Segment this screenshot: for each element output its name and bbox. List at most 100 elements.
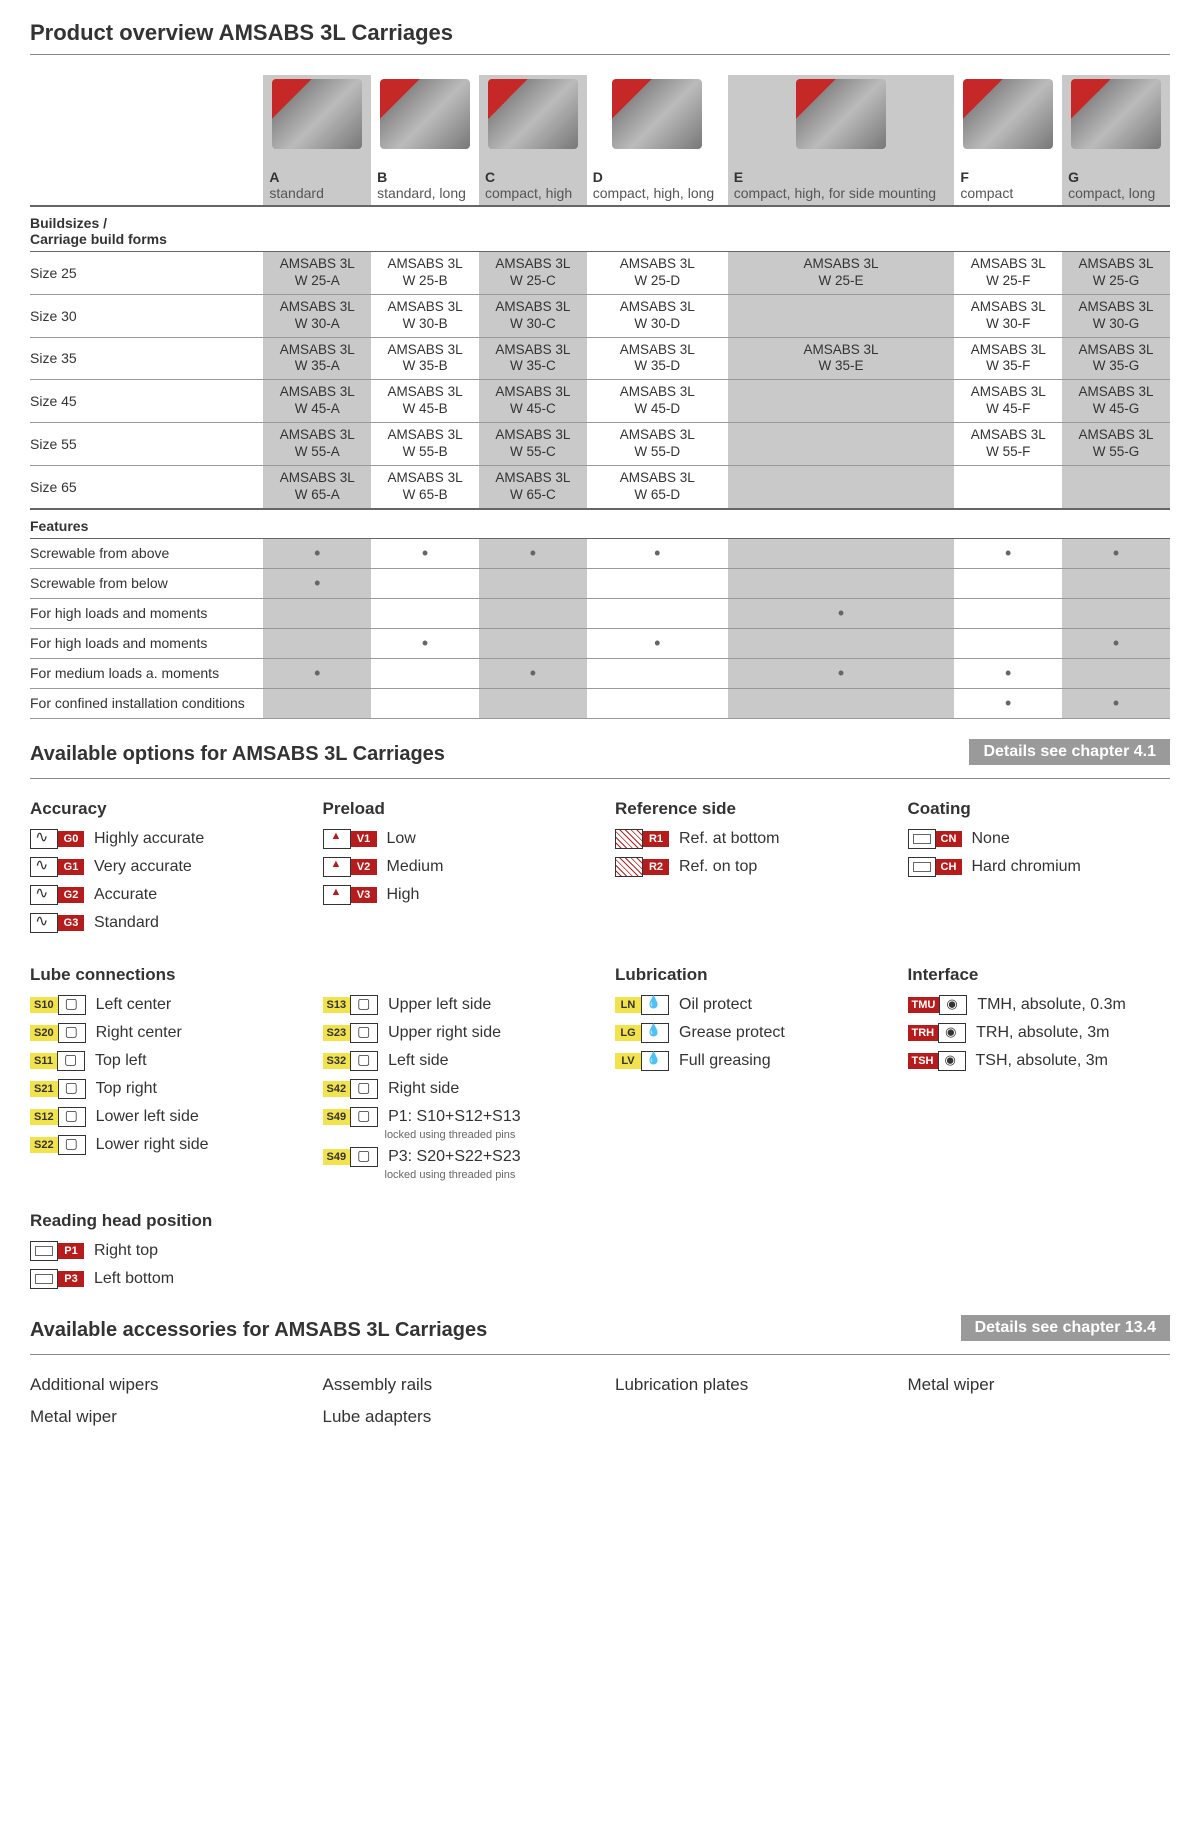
model-cell: AMSABS 3LW 45-C <box>479 380 587 423</box>
feature-dot <box>587 538 728 568</box>
feature-dot <box>728 568 955 598</box>
model-cell: AMSABS 3LW 35-C <box>479 337 587 380</box>
option-item: LNOil protect <box>615 995 878 1015</box>
tri-icon <box>323 857 351 877</box>
carriage-image-E <box>728 75 955 165</box>
feature-label: For confined installation conditions <box>30 688 263 718</box>
feature-dot <box>371 658 479 688</box>
accessory-item: Lube adapters <box>323 1407 586 1427</box>
option-group: Lube connectionsS10Left centerS20Right c… <box>30 965 293 1187</box>
model-cell: AMSABS 3LW 30-D <box>587 294 728 337</box>
model-cell: AMSABS 3LW 55-G <box>1062 423 1170 466</box>
lube-icon <box>350 995 378 1015</box>
option-group: InterfaceTMUTMH, absolute, 0.3mTRHTRH, a… <box>908 965 1171 1187</box>
option-item: S20Right center <box>30 1023 293 1043</box>
option-item: V2Medium <box>323 857 586 877</box>
model-cell: AMSABS 3LW 55-C <box>479 423 587 466</box>
model-cell: AMSABS 3LW 45-A <box>263 380 371 423</box>
model-cell: AMSABS 3LW 25-G <box>1062 252 1170 295</box>
reading-head-item: P1Right top <box>30 1241 290 1261</box>
option-badge: TRH <box>908 1025 939 1041</box>
feature-dot <box>371 568 479 598</box>
feature-dot <box>479 568 587 598</box>
option-group-title: Interface <box>908 965 1171 985</box>
model-cell: AMSABS 3LW 55-B <box>371 423 479 466</box>
model-cell: AMSABS 3LW 45-D <box>587 380 728 423</box>
option-group: PreloadV1LowV2MediumV3High <box>323 799 586 941</box>
option-badge: LG <box>615 1025 641 1041</box>
wave-icon <box>30 829 58 849</box>
feature-dot <box>728 538 955 568</box>
accessory-item: Lubrication plates <box>615 1375 878 1395</box>
option-group: Reference sideR1Ref. at bottomR2Ref. on … <box>615 799 878 941</box>
column-header-F: Fcompact <box>954 165 1062 206</box>
feature-label: For high loads and moments <box>30 628 263 658</box>
option-badge: V3 <box>351 887 377 903</box>
option-group-title: Reference side <box>615 799 878 819</box>
feature-label: Screwable from below <box>30 568 263 598</box>
accessory-item: Assembly rails <box>323 1375 586 1395</box>
size-row: Size 30AMSABS 3LW 30-AAMSABS 3LW 30-BAMS… <box>30 294 1170 337</box>
feature-dot <box>728 658 955 688</box>
lube-icon <box>350 1107 378 1127</box>
model-cell: AMSABS 3LW 25-B <box>371 252 479 295</box>
feature-dot <box>587 628 728 658</box>
option-group-title: Lubrication <box>615 965 878 985</box>
column-header-D: Dcompact, high, long <box>587 165 728 206</box>
option-badge: G3 <box>58 915 84 931</box>
option-badge: TMU <box>908 997 940 1013</box>
model-cell: AMSABS 3LW 25-C <box>479 252 587 295</box>
model-cell: AMSABS 3LW 65-A <box>263 465 371 508</box>
size-row: Size 45AMSABS 3LW 45-AAMSABS 3LW 45-BAMS… <box>30 380 1170 423</box>
options-row-2: Lube connectionsS10Left centerS20Right c… <box>30 965 1170 1187</box>
option-item: S22Lower right side <box>30 1135 293 1155</box>
feature-label: Screwable from above <box>30 538 263 568</box>
model-cell: AMSABS 3LW 65-D <box>587 465 728 508</box>
feature-dot <box>479 688 587 718</box>
reading-head-section: Reading head position P1Right topP3Left … <box>30 1211 290 1289</box>
options-title: Details see chapter 4.1 Available option… <box>30 743 1170 766</box>
lube-icon <box>58 1079 86 1099</box>
option-item: S42Right side <box>323 1079 586 1099</box>
option-badge: P3 <box>58 1271 84 1287</box>
carriage-image-D <box>587 75 728 165</box>
lube-icon <box>350 1051 378 1071</box>
option-label: Right top <box>94 1242 158 1260</box>
option-label: Ref. on top <box>679 858 757 876</box>
option-label: Left center <box>96 996 172 1014</box>
page-title: Product overview AMSABS 3L Carriages <box>30 20 1170 46</box>
size-label: Size 45 <box>30 380 263 423</box>
size-label: Size 30 <box>30 294 263 337</box>
carriage-image-G <box>1062 75 1170 165</box>
feature-row: Screwable from above <box>30 538 1170 568</box>
option-item: G2Accurate <box>30 885 293 905</box>
option-label: Low <box>387 830 416 848</box>
feature-row: For confined installation conditions <box>30 688 1170 718</box>
option-label: None <box>972 830 1010 848</box>
feature-dot <box>479 658 587 688</box>
accessories-title: Details see chapter 13.4 Available acces… <box>30 1319 1170 1342</box>
feature-dot <box>1062 658 1170 688</box>
option-label: Grease protect <box>679 1024 785 1042</box>
feature-row: For high loads and moments <box>30 598 1170 628</box>
option-item: S32Left side <box>323 1051 586 1071</box>
feature-dot <box>587 598 728 628</box>
feature-dot <box>371 688 479 718</box>
size-label: Size 65 <box>30 465 263 508</box>
option-label: Upper right side <box>388 1024 501 1042</box>
model-cell: AMSABS 3LW 45-F <box>954 380 1062 423</box>
option-label: P1: S10+S12+S13 <box>388 1108 521 1126</box>
hatch-icon <box>615 857 643 877</box>
option-label: TRH, absolute, 3m <box>976 1024 1109 1042</box>
option-badge: S49 <box>323 1149 351 1165</box>
feature-row: For high loads and moments <box>30 628 1170 658</box>
option-badge: G0 <box>58 831 84 847</box>
option-group-title: Coating <box>908 799 1171 819</box>
lube-icon <box>58 1107 86 1127</box>
option-badge: S32 <box>323 1053 351 1069</box>
feature-dot <box>728 598 955 628</box>
plug-icon <box>939 995 967 1015</box>
option-item: CNNone <box>908 829 1171 849</box>
feature-dot <box>587 568 728 598</box>
option-item: V1Low <box>323 829 586 849</box>
